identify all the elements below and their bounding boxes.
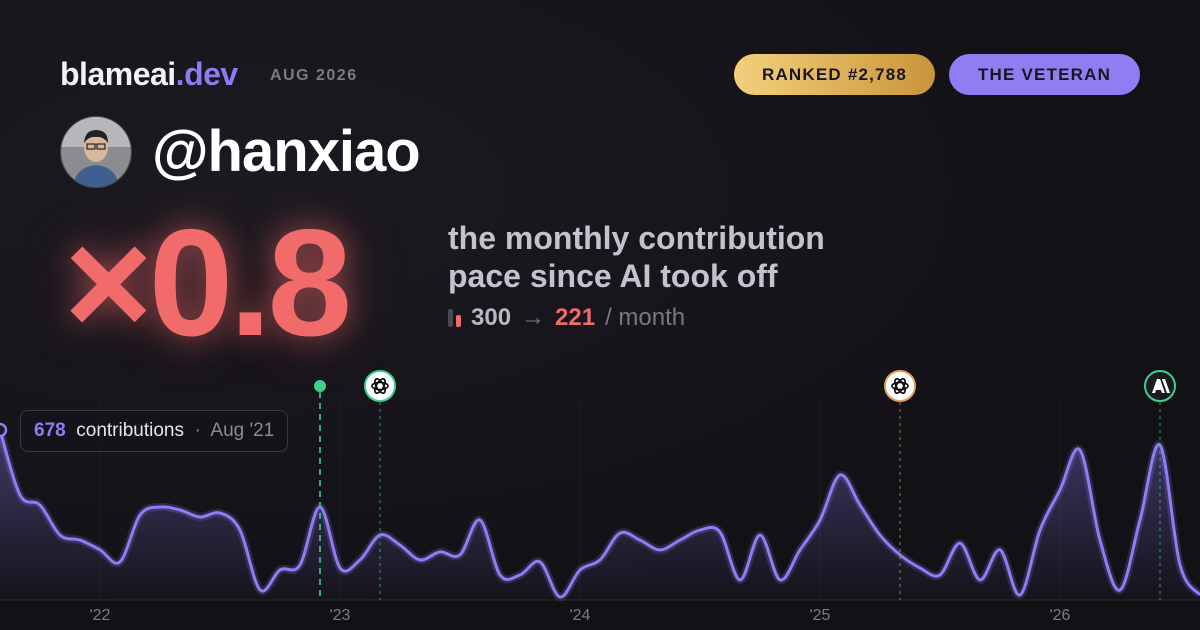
description: pace since AI took off <box>448 258 778 294</box>
date: AUG 2026 <box>270 67 358 84</box>
openai-glyph <box>371 381 389 391</box>
openai-glyph <box>894 378 906 394</box>
event-icon <box>884 370 916 402</box>
tooltip-value: 678 <box>34 420 66 441</box>
x-tick-label: '24 <box>570 607 591 624</box>
event-icon <box>364 370 396 402</box>
avatar <box>60 116 132 188</box>
after-value: 221 <box>555 304 596 331</box>
openai-glyph <box>374 378 386 394</box>
description: the monthly contribution <box>448 220 825 256</box>
x-tick-label: '22 <box>90 607 111 624</box>
tooltip: 678 contributions · Aug '21 <box>20 410 289 452</box>
rank-badge: RANKED #2,788 <box>734 54 935 95</box>
openai-glyph <box>891 381 909 391</box>
anthropic-glyph <box>1152 379 1170 393</box>
openai-glyph <box>894 378 906 394</box>
hover-point <box>0 422 8 438</box>
x-tick-label: '25 <box>810 607 831 624</box>
brand-tld: .dev <box>175 56 239 92</box>
tooltip-separator: · <box>194 420 201 441</box>
user-handle: @hanxiao <box>152 119 421 184</box>
x-tick-label: '26 <box>1050 607 1071 624</box>
pace-summary: 300 → 221 / month <box>448 304 685 332</box>
before-value: 300 <box>471 304 512 331</box>
pace-multiplier: ×0.8 <box>64 198 352 368</box>
tooltip-label: contributions <box>76 420 184 441</box>
openai-glyph <box>374 378 386 394</box>
brand-name: blameai <box>60 56 176 92</box>
x-tick-label: '23 <box>330 607 351 624</box>
brand: blameai.dev <box>60 56 238 93</box>
pace-icon <box>448 309 461 327</box>
line <box>0 429 1200 599</box>
event-dot <box>314 380 326 392</box>
arrow: → <box>521 304 546 331</box>
unit: / month <box>605 304 686 331</box>
area <box>0 430 1200 600</box>
tooltip-date: Aug '21 <box>210 420 275 441</box>
persona-badge: THE VETERAN <box>949 54 1140 95</box>
avatar-image <box>61 117 131 187</box>
